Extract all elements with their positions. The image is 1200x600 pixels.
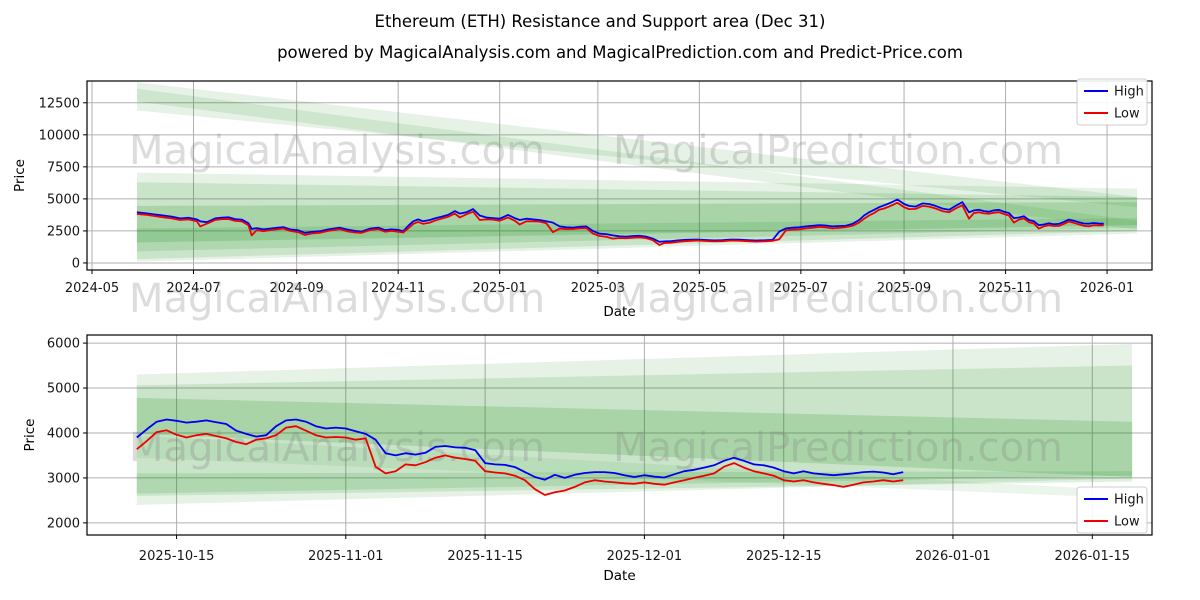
support-resistance-band [136,343,1133,505]
plot-frame [86,334,1153,536]
figure-title: Ethereum (ETH) Resistance and Support ar… [374,12,826,31]
top-chart: MagicalAnalysis.com MagicalPrediction.com… [12,78,1153,320]
legend: High Low [1076,78,1148,126]
legend-label-low: Low [1114,107,1140,122]
x-tick-label: 2025-12-15 [746,549,822,564]
watermark-text: MagicalAnalysis.com [129,276,545,322]
watermark-text: MagicalPrediction.com [613,425,1063,471]
watermark-text: MagicalAnalysis.com [129,425,545,471]
high-line [136,418,904,481]
support-resistance-band [136,182,1138,252]
x-tick-label: 2025-11-01 [308,549,384,564]
y-tick-label: 3000 [47,471,80,486]
y-tick-label: 6000 [47,337,80,352]
x-tick-label: 2025-10-15 [139,549,215,564]
x-tick-label: 2025-11 [978,281,1032,296]
support-resistance-band [136,365,1133,494]
x-tick-label: 2026-01 [1080,281,1134,296]
x-tick-label: 2026-01-15 [1054,549,1130,564]
legend-label-high: High [1114,85,1144,100]
y-tick-label: 0 [72,256,80,271]
legend-label-low: Low [1114,515,1140,530]
plot-frame [86,80,1153,271]
x-tick-label: 2025-01 [473,281,527,296]
high-line [136,198,1104,243]
x-tick-label: 2025-07 [774,281,828,296]
axes-subtitle: powered by MagicalAnalysis.com and Magic… [277,43,963,62]
x-axis-label: Date [603,304,635,320]
x-tick-label: 2025-11-15 [447,549,523,564]
low-line [136,201,1104,246]
y-tick-label: 5000 [47,192,80,207]
support-resistance-band [136,172,1138,262]
support-resistance-band [136,218,1138,260]
low-line [136,425,904,496]
y-tick-label: 2500 [47,224,80,239]
x-tick-label: 2025-12-01 [607,549,683,564]
watermark-layer: MagicalAnalysis.com MagicalPrediction.com [129,276,1063,322]
x-tick-label: 2024-07 [166,281,220,296]
x-tick-label: 2024-11 [371,281,425,296]
y-tick-label: 12500 [39,96,80,111]
support-resistance-band [136,88,1138,230]
support-resistance-band [136,397,1133,478]
x-axis-label: Date [603,568,635,584]
y-tick-label: 4000 [47,426,80,441]
x-tick-label: 2024-09 [270,281,324,296]
x-tick-label: 2025-09 [877,281,931,296]
y-axis-label: Price [12,159,28,192]
watermark-text: MagicalPrediction.com [613,128,1063,174]
y-tick-label: 10000 [39,128,80,143]
legend: High Low [1076,486,1148,534]
x-tick-label: 2025-03 [571,281,625,296]
x-tick-label: 2025-05 [672,281,726,296]
y-axis-label: Price [22,419,38,452]
y-tick-label: 7500 [47,160,80,175]
x-tick-label: 2026-01-01 [915,549,991,564]
support-resistance-band [136,82,1138,208]
legend-label-high: High [1114,493,1144,508]
watermark-text: MagicalAnalysis.com [129,128,545,174]
y-tick-label: 2000 [47,516,80,531]
x-tick-label: 2024-05 [65,281,119,296]
watermark-text: MagicalPrediction.com [613,276,1063,322]
support-resistance-band [136,202,1138,243]
y-tick-label: 5000 [47,382,80,397]
bottom-chart: MagicalAnalysis.com MagicalPrediction.com… [22,334,1153,584]
support-resistance-band [136,435,1143,499]
